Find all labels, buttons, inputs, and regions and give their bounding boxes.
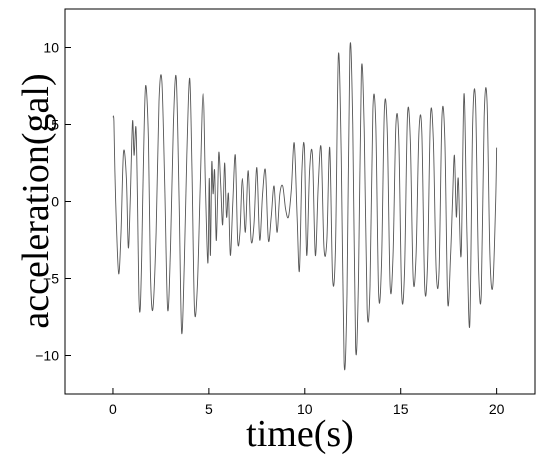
x-axis-ticks: 0 5 10 15 20: [109, 388, 505, 417]
y-tick-label: 10: [43, 40, 59, 56]
y-tick-label: −10: [35, 348, 59, 364]
series-group: [112, 42, 498, 371]
y-tick-label: −5: [43, 271, 59, 287]
y-tick-label: 0: [51, 194, 59, 210]
y-tick-label: 5: [51, 117, 59, 133]
x-tick-label: 20: [489, 401, 505, 417]
series-line-0: [112, 42, 498, 371]
x-axis-title: time(s): [246, 413, 354, 455]
x-tick-label: 0: [109, 401, 117, 417]
x-tick-label: 10: [297, 401, 313, 417]
y-axis-ticks: 10 5 0 −5 −10: [35, 40, 71, 364]
y-axis-title: acceleration(gal): [15, 73, 57, 328]
x-tick-label: 15: [393, 401, 409, 417]
x-tick-label: 5: [205, 401, 213, 417]
plot-frame: [64, 8, 536, 395]
